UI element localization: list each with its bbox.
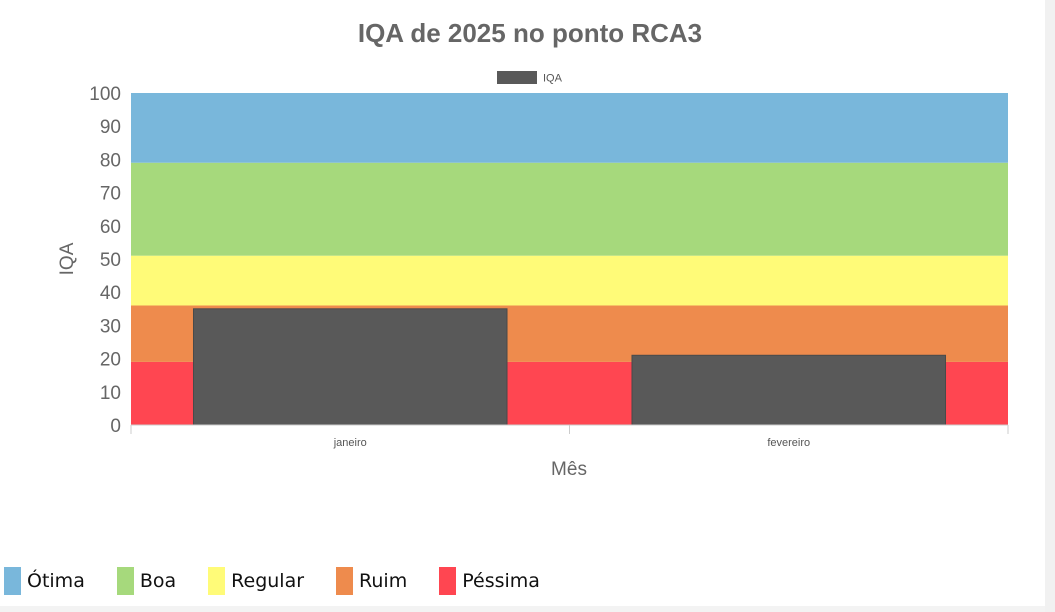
legend-label: Ótima [27, 570, 85, 592]
y-tick-label: 10 [100, 383, 121, 404]
legend-item-4: Péssima [439, 567, 540, 595]
y-tick-label: 20 [100, 350, 121, 371]
y-tick-label: 50 [100, 250, 121, 271]
series-legend[interactable]: IQA [497, 71, 563, 85]
legend-swatch [336, 567, 354, 595]
legend-swatch [116, 567, 134, 595]
legend-swatch [4, 567, 21, 595]
band-3 [131, 162, 1008, 256]
x-tick-label: fevereiro [767, 437, 810, 449]
legend-label-0: IQA [543, 73, 563, 85]
legend-label: Boa [139, 570, 177, 592]
legend-label: Regular [231, 570, 305, 592]
quality-bands [131, 93, 1008, 425]
band-4 [131, 93, 1008, 163]
vertical-scrollbar[interactable] [1045, 0, 1055, 612]
bar-janeiro [192, 308, 508, 426]
legend-label: Péssima [462, 570, 540, 592]
iqa-chart: IQA de 2025 no ponto RCA3 IQA 0 10 20 30 40 5… [57, 18, 1009, 480]
y-axis-title: IQA [57, 242, 78, 275]
legend-item-1: Boa [116, 567, 177, 595]
y-tick-label: 40 [100, 283, 121, 304]
x-axis-title: Mês [551, 459, 587, 480]
legend-swatch [439, 567, 457, 595]
axes: 0 10 20 30 40 50 60 70 80 90 100 janeiro fevereiro [89, 84, 1009, 449]
legend-swatch-0 [497, 71, 537, 84]
y-tick-label: 100 [89, 84, 121, 105]
y-tick-label: 0 [110, 416, 121, 437]
y-tick-label: 30 [100, 316, 121, 337]
bar-fevereiro [631, 354, 947, 426]
y-tick-label: 80 [100, 150, 121, 171]
legend-item-2: Regular [208, 567, 304, 595]
y-tick-label: 60 [100, 217, 121, 238]
bars [192, 308, 947, 426]
x-tick-label: janeiro [333, 437, 367, 449]
chart-title: IQA de 2025 no ponto RCA3 [358, 18, 702, 48]
legend-swatch [208, 567, 226, 595]
legend-item-3: Ruim [336, 567, 407, 595]
legend-label: Ruim [359, 570, 408, 592]
y-tick-label: 90 [100, 117, 121, 138]
bottom-strip [0, 606, 1045, 612]
y-tick-label: 70 [100, 184, 121, 205]
legend-item-0: Ótima [4, 567, 85, 595]
quality-legend: Ótima Boa Regular Ruim Péssima [4, 566, 572, 596]
band-2 [131, 255, 1008, 306]
